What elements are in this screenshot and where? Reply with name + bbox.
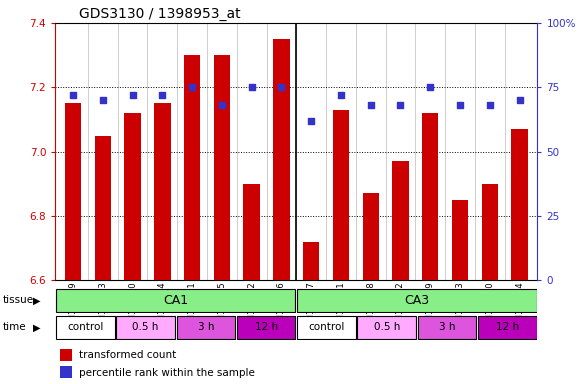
Bar <box>95 136 111 280</box>
Text: percentile rank within the sample: percentile rank within the sample <box>79 367 255 377</box>
Text: CA1: CA1 <box>163 294 188 307</box>
Point <box>188 84 197 90</box>
Bar <box>56 316 114 339</box>
Text: 0.5 h: 0.5 h <box>374 322 400 333</box>
Bar <box>65 103 81 280</box>
Bar <box>452 200 468 280</box>
Text: 12 h: 12 h <box>254 322 278 333</box>
Bar <box>124 113 141 280</box>
Bar <box>357 316 416 339</box>
Text: control: control <box>67 322 103 333</box>
Bar <box>154 103 171 280</box>
Point <box>247 84 256 90</box>
Bar <box>177 316 235 339</box>
Bar <box>60 349 72 361</box>
Bar <box>303 242 320 280</box>
Bar <box>511 129 528 280</box>
Bar <box>363 194 379 280</box>
Bar <box>297 289 536 312</box>
Text: 3 h: 3 h <box>439 322 456 333</box>
Bar <box>243 184 260 280</box>
Point <box>69 92 78 98</box>
Point <box>157 92 167 98</box>
Point <box>426 84 435 90</box>
Text: ▶: ▶ <box>33 295 41 306</box>
Bar <box>237 316 295 339</box>
Bar <box>422 113 439 280</box>
Point <box>217 102 227 108</box>
Bar <box>273 39 289 280</box>
Point <box>515 97 524 103</box>
Bar <box>297 316 356 339</box>
Point <box>277 84 286 90</box>
Text: ▶: ▶ <box>33 322 41 333</box>
Point <box>456 102 465 108</box>
Point <box>307 118 316 124</box>
Point <box>396 102 405 108</box>
Point <box>485 102 494 108</box>
Bar <box>184 55 200 280</box>
Bar <box>56 289 295 312</box>
Text: 3 h: 3 h <box>198 322 214 333</box>
Bar <box>333 110 349 280</box>
Bar <box>214 55 230 280</box>
Bar <box>482 184 498 280</box>
Text: 0.5 h: 0.5 h <box>132 322 159 333</box>
Text: 12 h: 12 h <box>496 322 519 333</box>
Point <box>128 92 137 98</box>
Bar <box>478 316 536 339</box>
Point <box>98 97 107 103</box>
Bar <box>116 316 175 339</box>
Bar <box>60 366 72 379</box>
Point <box>336 92 346 98</box>
Point <box>366 102 375 108</box>
Text: CA3: CA3 <box>404 294 429 307</box>
Bar <box>392 161 408 280</box>
Text: GDS3130 / 1398953_at: GDS3130 / 1398953_at <box>79 7 241 21</box>
Bar <box>418 316 476 339</box>
Text: tissue: tissue <box>3 295 34 306</box>
Text: transformed count: transformed count <box>79 350 177 360</box>
Text: time: time <box>3 322 27 333</box>
Text: control: control <box>309 322 345 333</box>
